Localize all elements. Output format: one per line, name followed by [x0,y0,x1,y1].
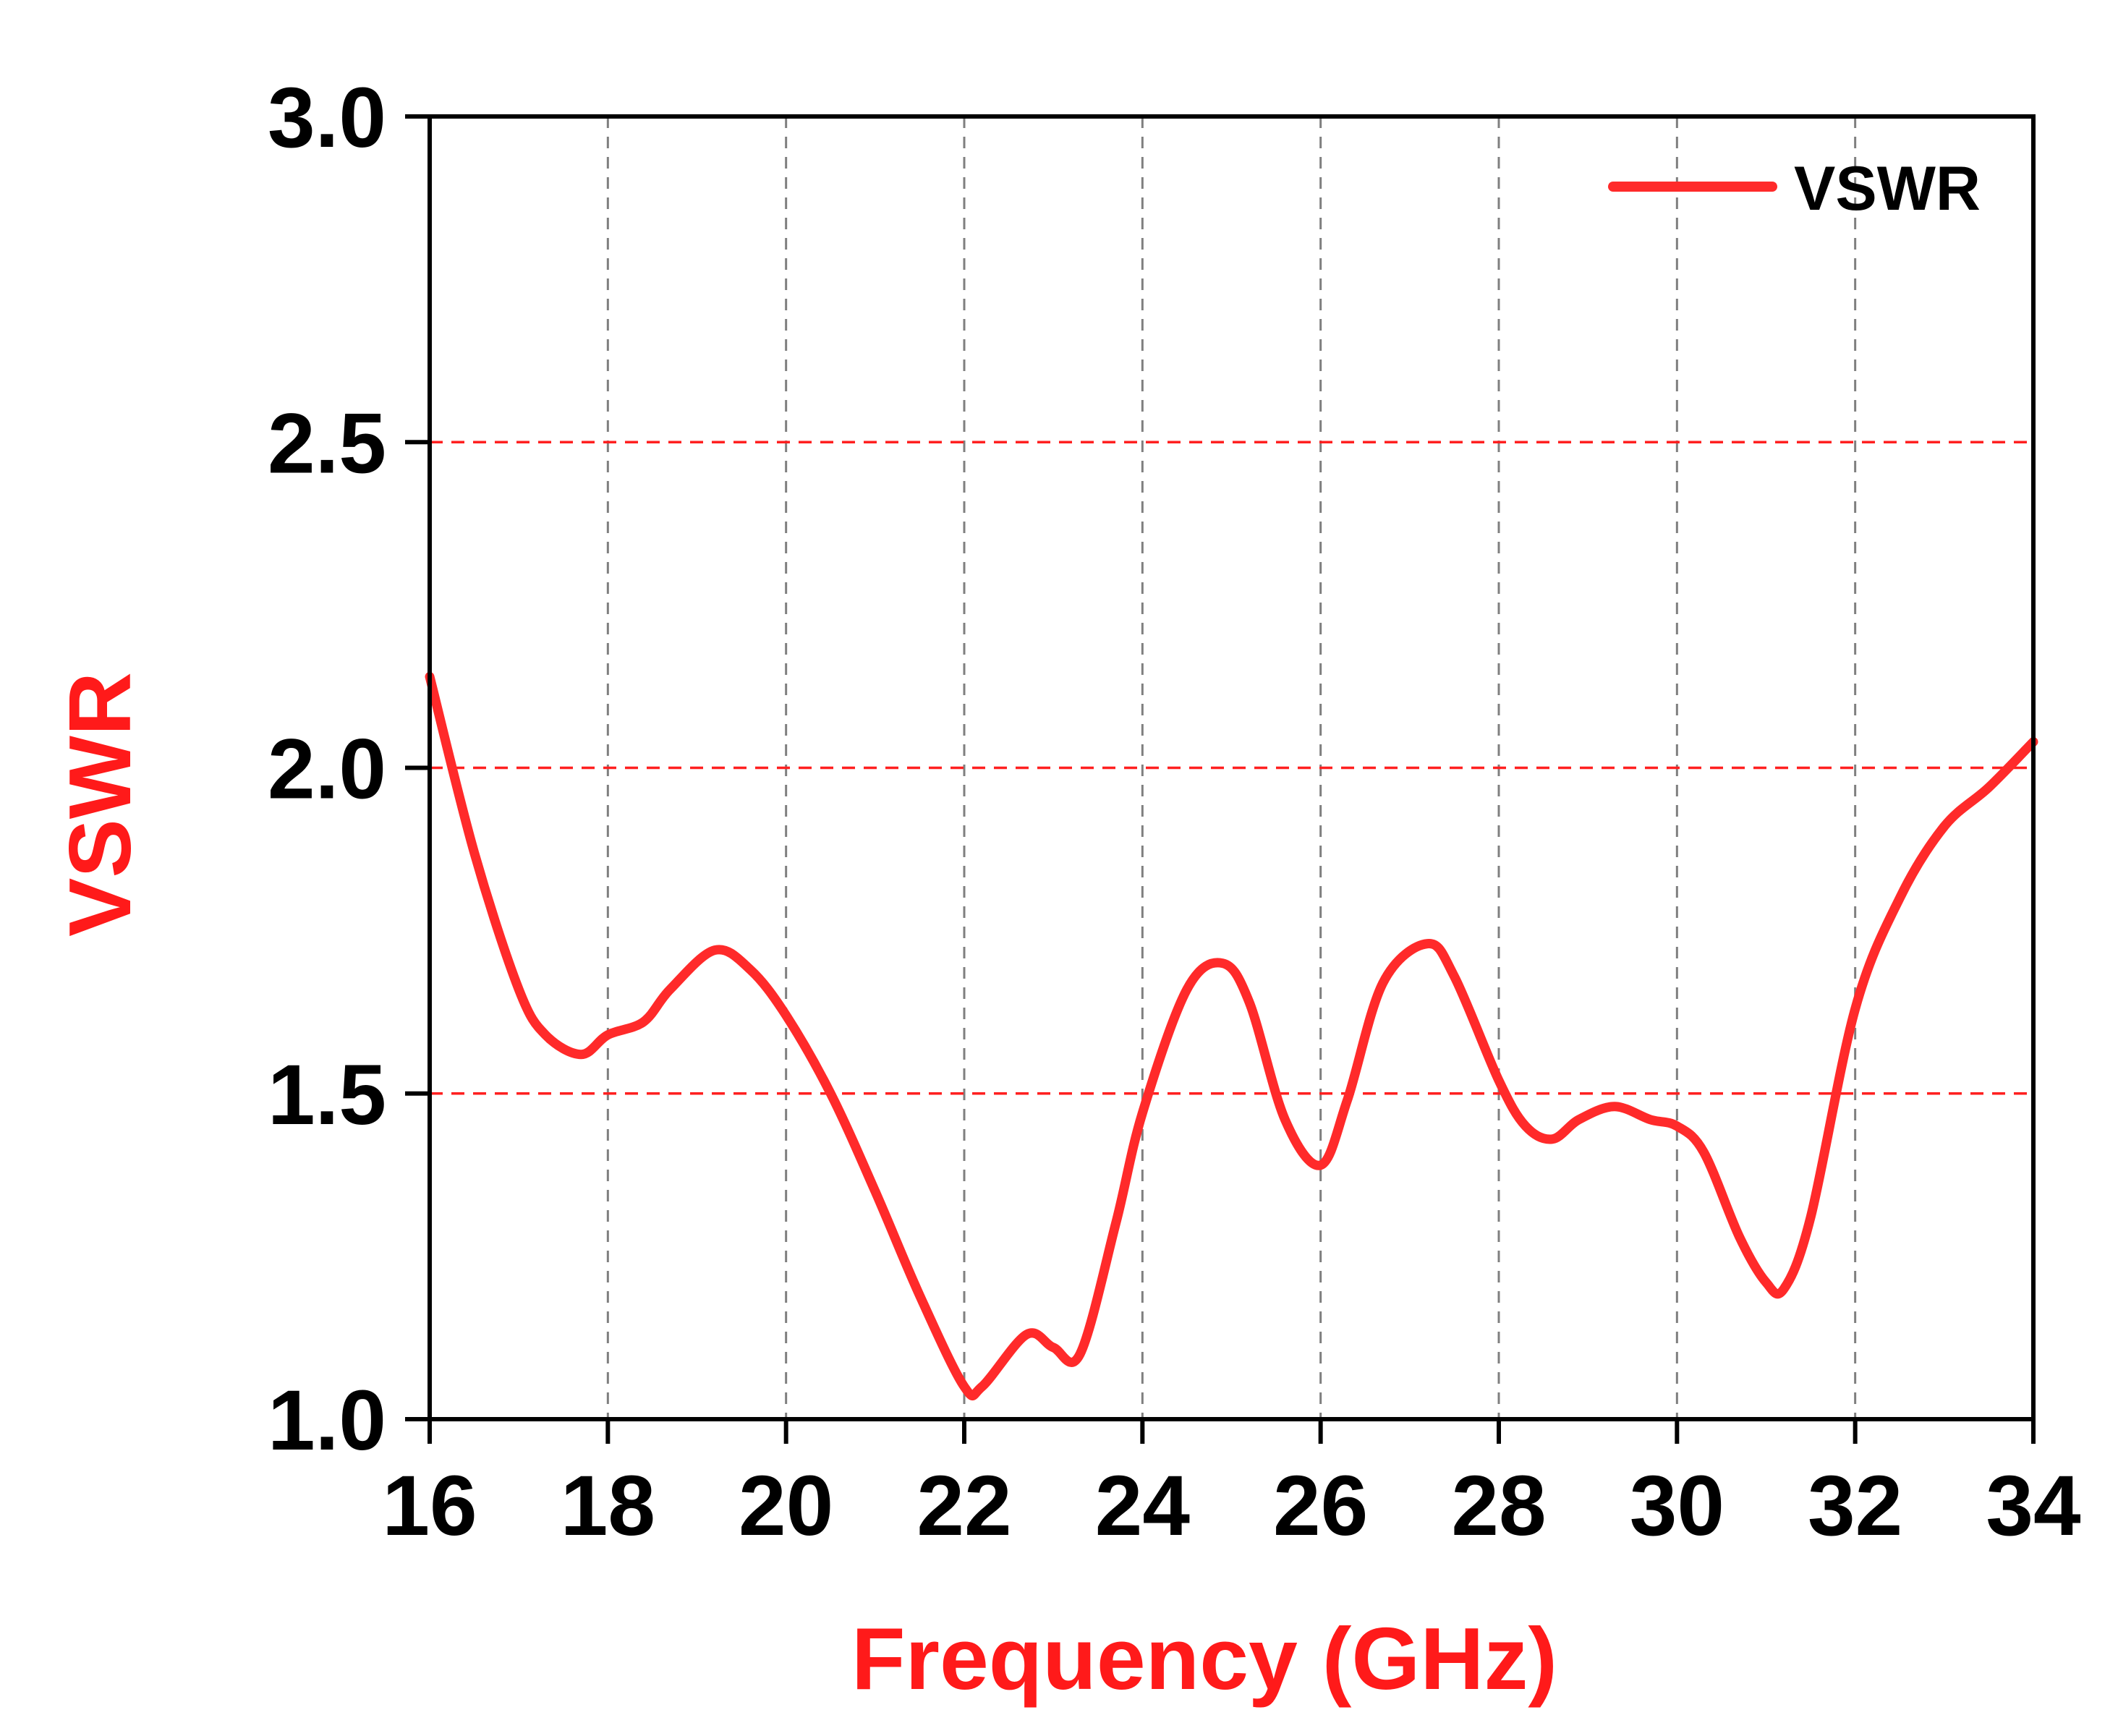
x-tick-label-16: 16 [382,1458,477,1554]
y-tick-label-1: 1.0 [268,1373,386,1468]
y-tick-label-2-5: 2.5 [268,396,386,491]
legend-label: VSWR [1794,154,1981,224]
x-tick-label-32: 32 [1808,1458,1902,1554]
x-tick-label-30: 30 [1630,1458,1724,1554]
x-axis-title: Frequency (GHz) [851,1609,1557,1708]
series-line-vswr [425,671,2038,1400]
y-tick-label-1-5: 1.5 [268,1047,386,1143]
x-tick-label-28: 28 [1451,1458,1546,1554]
x-tick-label-22: 22 [916,1458,1011,1554]
y-axis-title: VSWR [51,672,149,937]
grid-layer [430,116,2033,1419]
x-tick-label-20: 20 [739,1458,833,1554]
y-tick-label-2: 2.0 [268,722,386,817]
x-tick-label-26: 26 [1273,1458,1368,1554]
legend: VSWR [1608,154,1981,224]
series-layer [425,671,2038,1400]
axes-layer [405,114,2036,1444]
x-tick-label-24: 24 [1095,1458,1190,1554]
y-tick-label-3: 3.0 [268,70,386,166]
x-tick-label-18: 18 [561,1458,655,1554]
x-tick-label-34: 34 [1986,1458,2080,1554]
y-tick-labels: 1.0 1.5 2.0 2.5 3.0 [268,70,386,1468]
x-tick-labels: 16 18 20 22 24 26 28 30 32 34 [382,1458,2080,1554]
